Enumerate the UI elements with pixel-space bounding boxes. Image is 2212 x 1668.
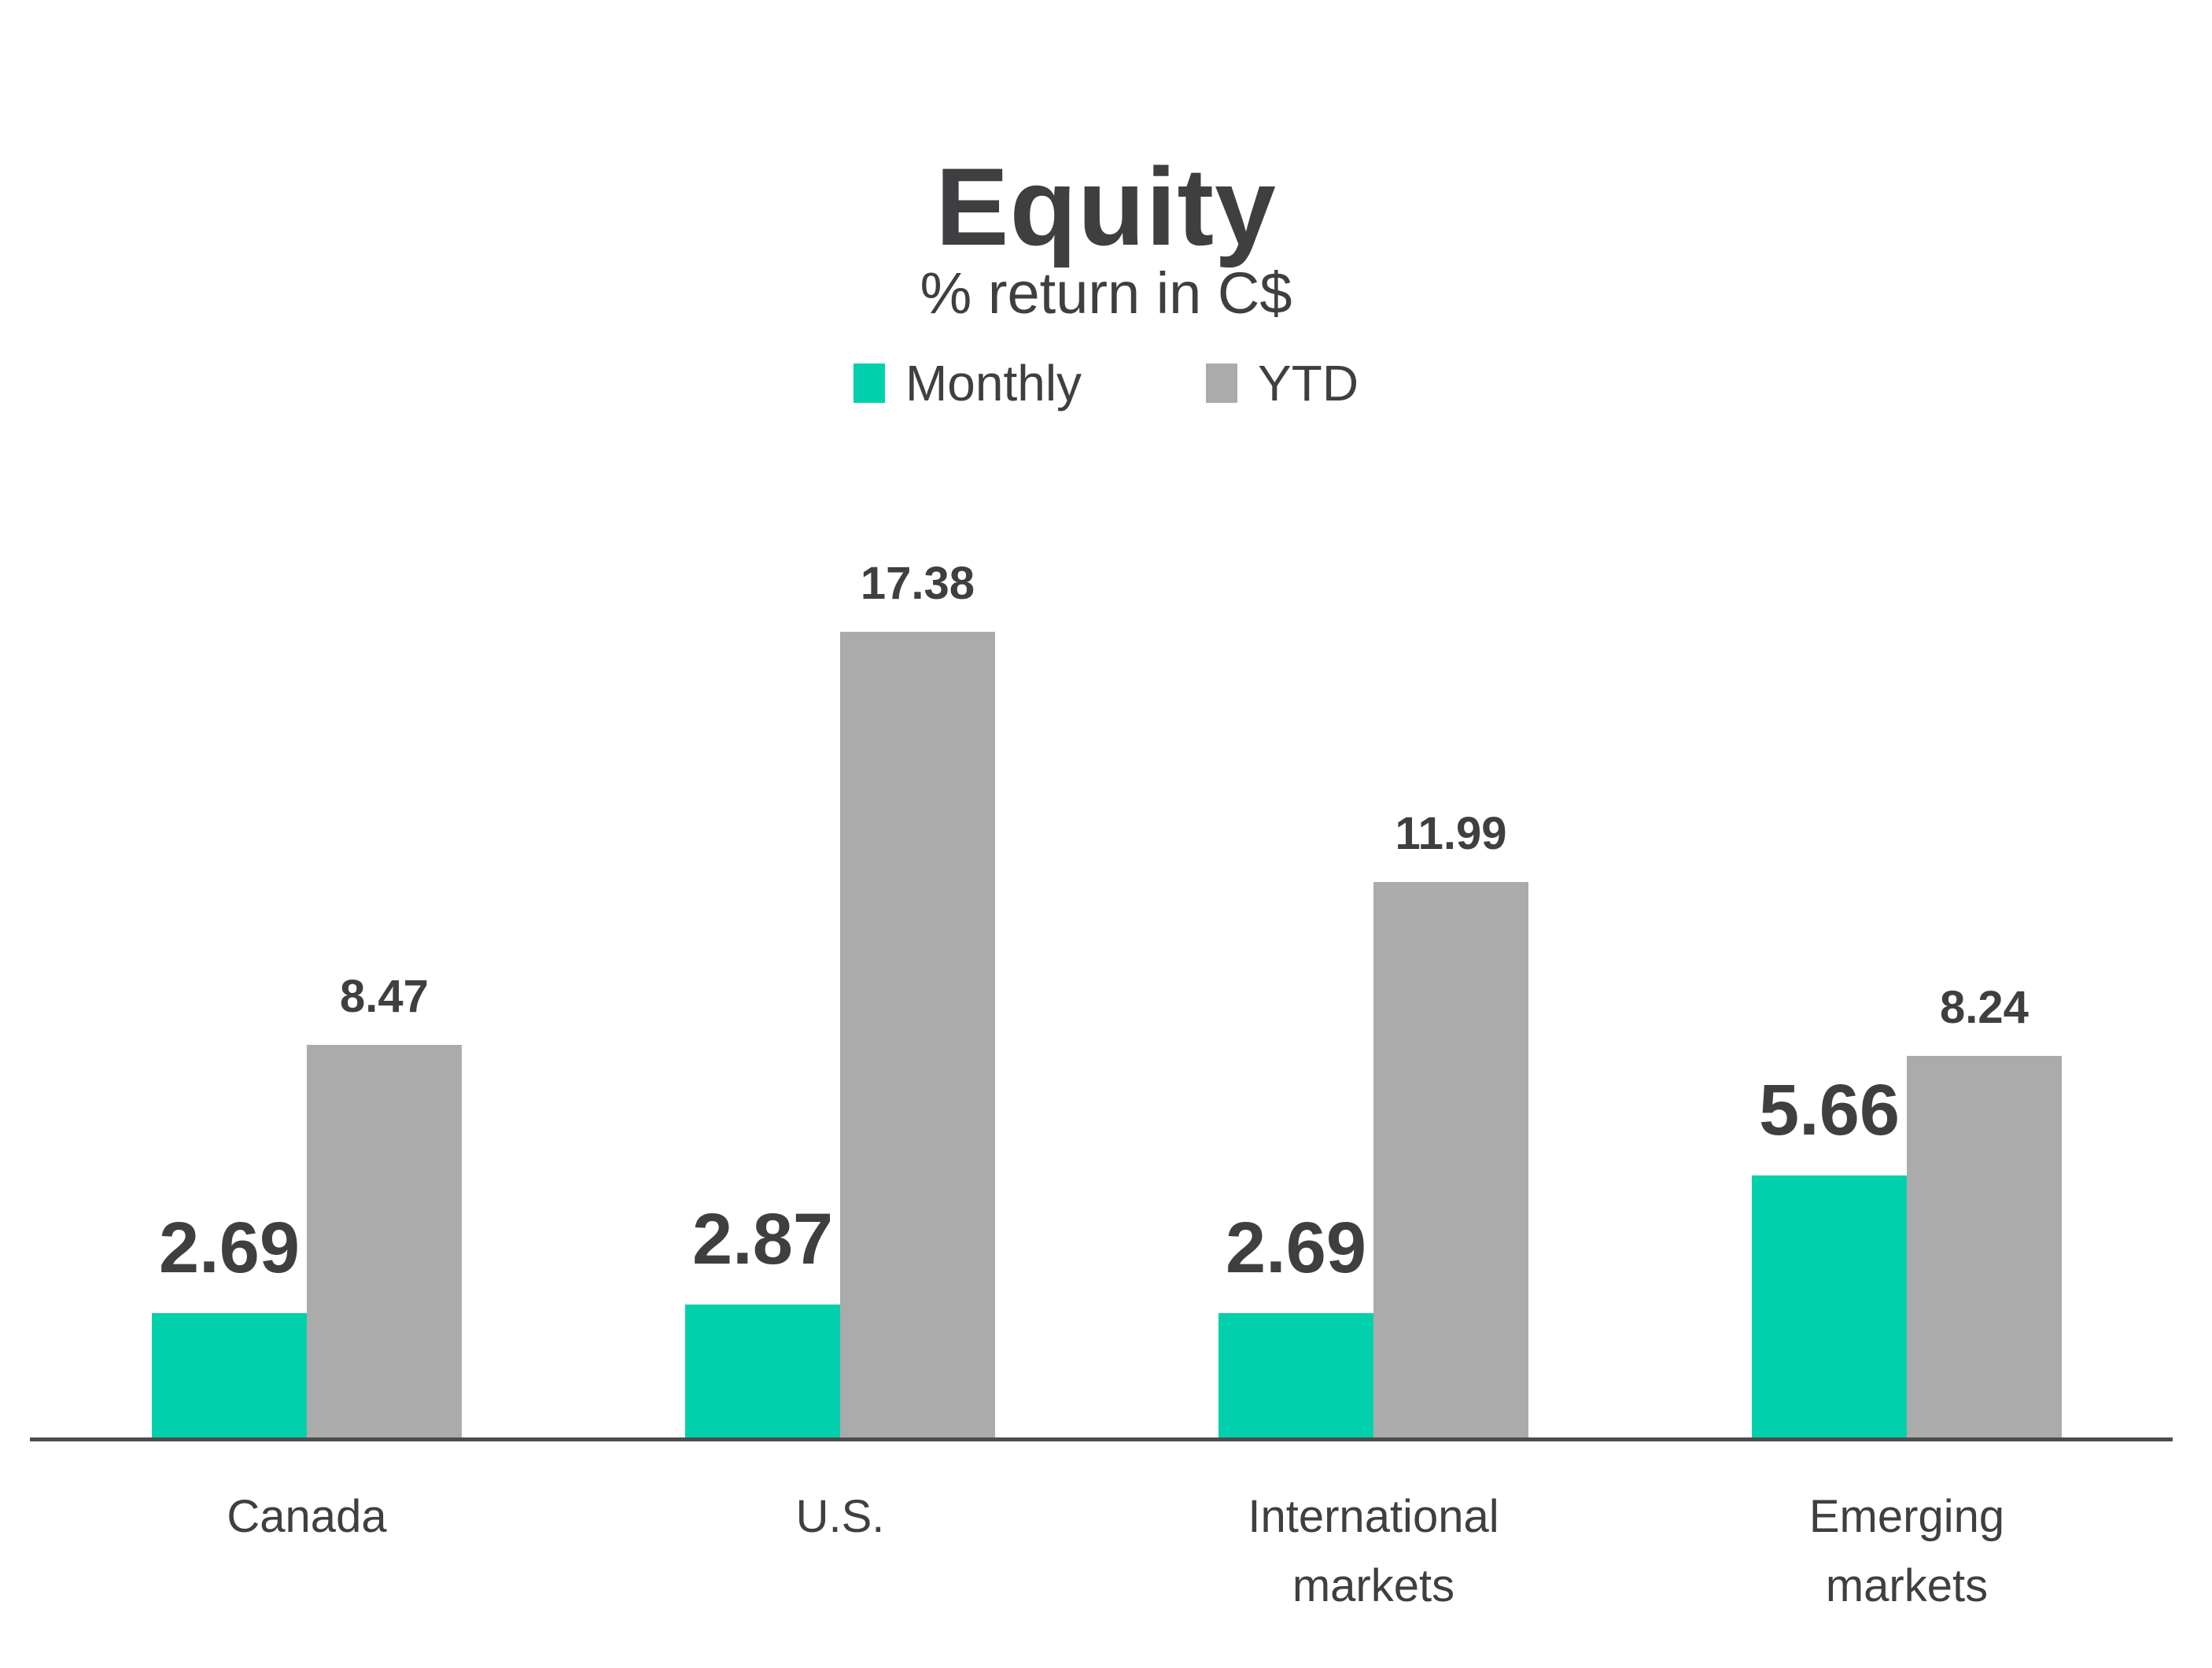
value-label-ytd-emerging-markets: 8.24: [1940, 982, 2029, 1033]
value-label-ytd-canada: 8.47: [340, 971, 429, 1022]
legend-label-monthly: Monthly: [905, 355, 1082, 411]
category-label-emerging-markets: Emerging markets: [1808, 1491, 2005, 1611]
chart-title: Equity: [935, 144, 1277, 268]
bar-monthly-emerging-markets: [1752, 1175, 1907, 1437]
value-label-ytd-international-markets: 11.99: [1395, 808, 1507, 859]
legend: Monthly YTD: [0, 356, 2212, 411]
value-label-ytd-u.s.: 17.38: [860, 558, 975, 609]
value-label-monthly-international-markets: 2.69: [1225, 1208, 1367, 1288]
bar-monthly-canada: [152, 1313, 307, 1437]
chart-subtitle: % return in C$: [920, 260, 1292, 326]
category-label-international-markets: International markets: [1248, 1491, 1499, 1611]
legend-item-monthly: Monthly: [853, 356, 1082, 411]
bar-monthly-u.s.: [685, 1305, 840, 1437]
legend-item-ytd: YTD: [1206, 356, 1359, 411]
monthly-swatch-icon: [853, 363, 885, 404]
x-axis-line: [30, 1437, 2173, 1441]
bar-ytd-international-markets: [1373, 882, 1528, 1437]
plot-area: 2.69 8.47 2.87 17.38 2.69 11.99 5.66 8.24: [30, 558, 2173, 1441]
bar-ytd-canada: [307, 1045, 462, 1437]
value-label-monthly-emerging-markets: 5.66: [1758, 1070, 1900, 1150]
value-label-monthly-u.s.: 2.87: [691, 1199, 834, 1279]
ytd-swatch-icon: [1206, 363, 1238, 404]
value-label-monthly-canada: 2.69: [158, 1208, 300, 1288]
category-label-u.s.: U.S.: [795, 1491, 885, 1542]
bar-monthly-international-markets: [1218, 1313, 1373, 1437]
bar-ytd-u.s.: [840, 632, 995, 1437]
category-label-canada: Canada: [227, 1491, 387, 1542]
legend-label-ytd: YTD: [1258, 355, 1359, 411]
bar-ytd-emerging-markets: [1907, 1056, 2062, 1437]
